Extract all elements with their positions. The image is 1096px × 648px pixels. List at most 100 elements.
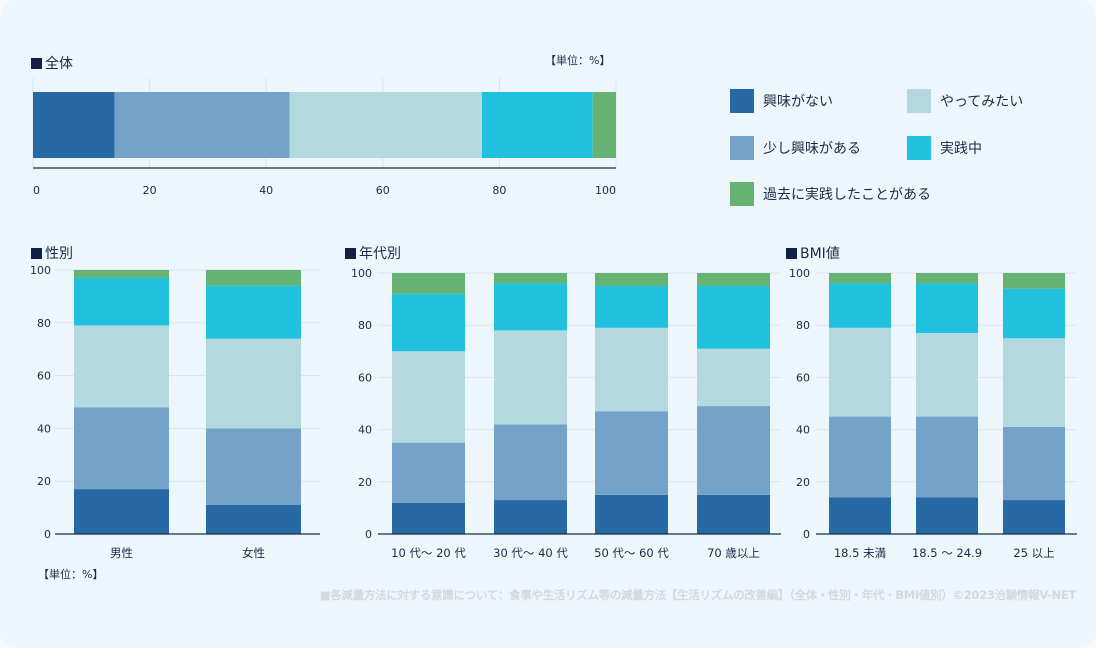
x-category-label: 男性 <box>110 546 133 560</box>
bar-segment <box>829 497 891 534</box>
bar-segment <box>392 351 465 443</box>
bar-segment <box>916 283 978 334</box>
bar-segment <box>206 338 301 429</box>
gender-chart: 0 20 40 60 80 100 男性 女性 <box>30 264 320 560</box>
bar-segment <box>697 406 770 495</box>
x-tick-label: 40 <box>259 184 273 197</box>
gender-title-text: 性別 <box>45 246 73 262</box>
y-tick-label: 100 <box>30 264 51 277</box>
bar-segment <box>494 330 567 425</box>
overall-chart: 0 20 40 60 80 100 <box>32 78 617 197</box>
legend-swatch-icon <box>907 136 931 160</box>
x-tick-label: 100 <box>595 184 616 197</box>
bar-segment <box>392 502 465 534</box>
bar-segment <box>206 285 301 339</box>
title-square-icon <box>31 57 42 69</box>
bar-segment <box>1003 288 1065 339</box>
x-tick-label: 80 <box>492 184 506 197</box>
bar-segment <box>829 283 891 328</box>
y-tick-label: 100 <box>351 267 372 280</box>
y-tick-label: 80 <box>796 319 810 332</box>
bar-segment <box>1003 338 1065 427</box>
bar-segment <box>206 428 301 505</box>
bar-segment <box>595 273 668 287</box>
bar-segment <box>74 325 169 408</box>
overall-title: 全体 <box>31 53 73 73</box>
bar-segment <box>392 293 465 352</box>
bar-segment <box>829 416 891 498</box>
legend-item-want-to-try: やってみたい <box>907 89 1023 113</box>
y-tick-label: 0 <box>803 528 810 541</box>
y-tick-label: 20 <box>358 476 372 489</box>
y-tick-label: 60 <box>37 370 51 383</box>
bar-segment <box>916 497 978 534</box>
legend-swatch-icon <box>730 136 754 160</box>
overall-unit-label: 【単位：%】 <box>545 54 611 67</box>
x-tick-label: 20 <box>143 184 157 197</box>
gender-unit-label: 【単位：%】 <box>38 568 104 581</box>
bar-segment <box>697 494 770 534</box>
age-title: 年代別 <box>345 243 401 263</box>
x-category-label: 30 代～ 40 代 <box>493 546 568 560</box>
y-tick-label: 80 <box>358 319 372 332</box>
bar-segment <box>595 286 668 328</box>
bar-segment <box>494 273 567 284</box>
y-tick-label: 80 <box>37 317 51 330</box>
bmi-chart: 0 20 40 60 80 100 18.5 未満 18.5 ～ 24.9 25 以上 <box>789 267 1077 560</box>
bar-segment <box>114 92 290 158</box>
bar-segment <box>697 348 770 407</box>
title-square-icon <box>31 247 42 259</box>
y-tick-label: 20 <box>37 475 51 488</box>
bmi-title: BMI値 <box>786 243 840 263</box>
y-tick-label: 40 <box>796 424 810 437</box>
bar-segment <box>289 92 482 158</box>
x-tick-label: 0 <box>33 184 40 197</box>
bar-segment <box>74 489 169 534</box>
bar-segment <box>916 273 978 284</box>
x-category-label: 25 以上 <box>1013 546 1054 560</box>
y-tick-label: 60 <box>796 371 810 384</box>
bar-segment <box>74 277 169 326</box>
legend-label: やってみたい <box>940 94 1024 110</box>
legend-label: 興味がない <box>763 94 833 110</box>
bar-segment <box>206 270 301 286</box>
x-category-label: 18.5 未満 <box>834 546 886 560</box>
y-tick-label: 60 <box>358 371 372 384</box>
title-square-icon <box>786 247 797 259</box>
age-chart: 0 20 40 60 80 100 10 代～ 20 代 30 代～ 40 代 50 代～ 60… <box>351 267 781 560</box>
bar-segment <box>595 327 668 412</box>
bar-segment <box>494 500 567 534</box>
legend-label: 少し興味がある <box>763 141 861 157</box>
bar-segment <box>829 327 891 417</box>
bar-segment <box>595 494 668 534</box>
bar-segment <box>916 416 978 498</box>
y-tick-label: 20 <box>796 476 810 489</box>
age-title-text: 年代別 <box>359 246 401 262</box>
legend-label: 実践中 <box>940 141 982 157</box>
bar-segment <box>829 273 891 284</box>
bar-segment <box>392 273 465 294</box>
bar-segment <box>481 92 593 158</box>
x-category-label: 女性 <box>242 546 265 560</box>
title-square-icon <box>345 247 356 259</box>
legend-swatch-icon <box>730 182 754 206</box>
bar-segment <box>592 92 616 158</box>
footer-source-note: ■各減量方法に対する意識について：食事や生活リズム等の減量方法【生活リズムの改善… <box>319 588 1077 602</box>
y-tick-label: 0 <box>44 528 51 541</box>
gender-title: 性別 <box>31 243 73 263</box>
bar-segment <box>494 424 567 501</box>
bar-segment <box>74 270 169 278</box>
x-category-label: 10 代～ 20 代 <box>391 546 466 560</box>
legend-item-slightly-interested: 少し興味がある <box>730 136 861 160</box>
y-tick-label: 100 <box>789 267 810 280</box>
y-tick-label: 40 <box>358 424 372 437</box>
overall-title-text: 全体 <box>45 56 73 72</box>
bar-segment <box>33 92 115 158</box>
bmi-title-text: BMI値 <box>800 246 840 262</box>
bar-segment <box>1003 273 1065 289</box>
x-category-label: 18.5 ～ 24.9 <box>912 546 982 560</box>
legend-item-not-interested: 興味がない <box>730 89 833 113</box>
legend-swatch-icon <box>907 89 931 113</box>
legend-item-practicing: 実践中 <box>907 136 982 160</box>
bar-segment <box>916 333 978 417</box>
